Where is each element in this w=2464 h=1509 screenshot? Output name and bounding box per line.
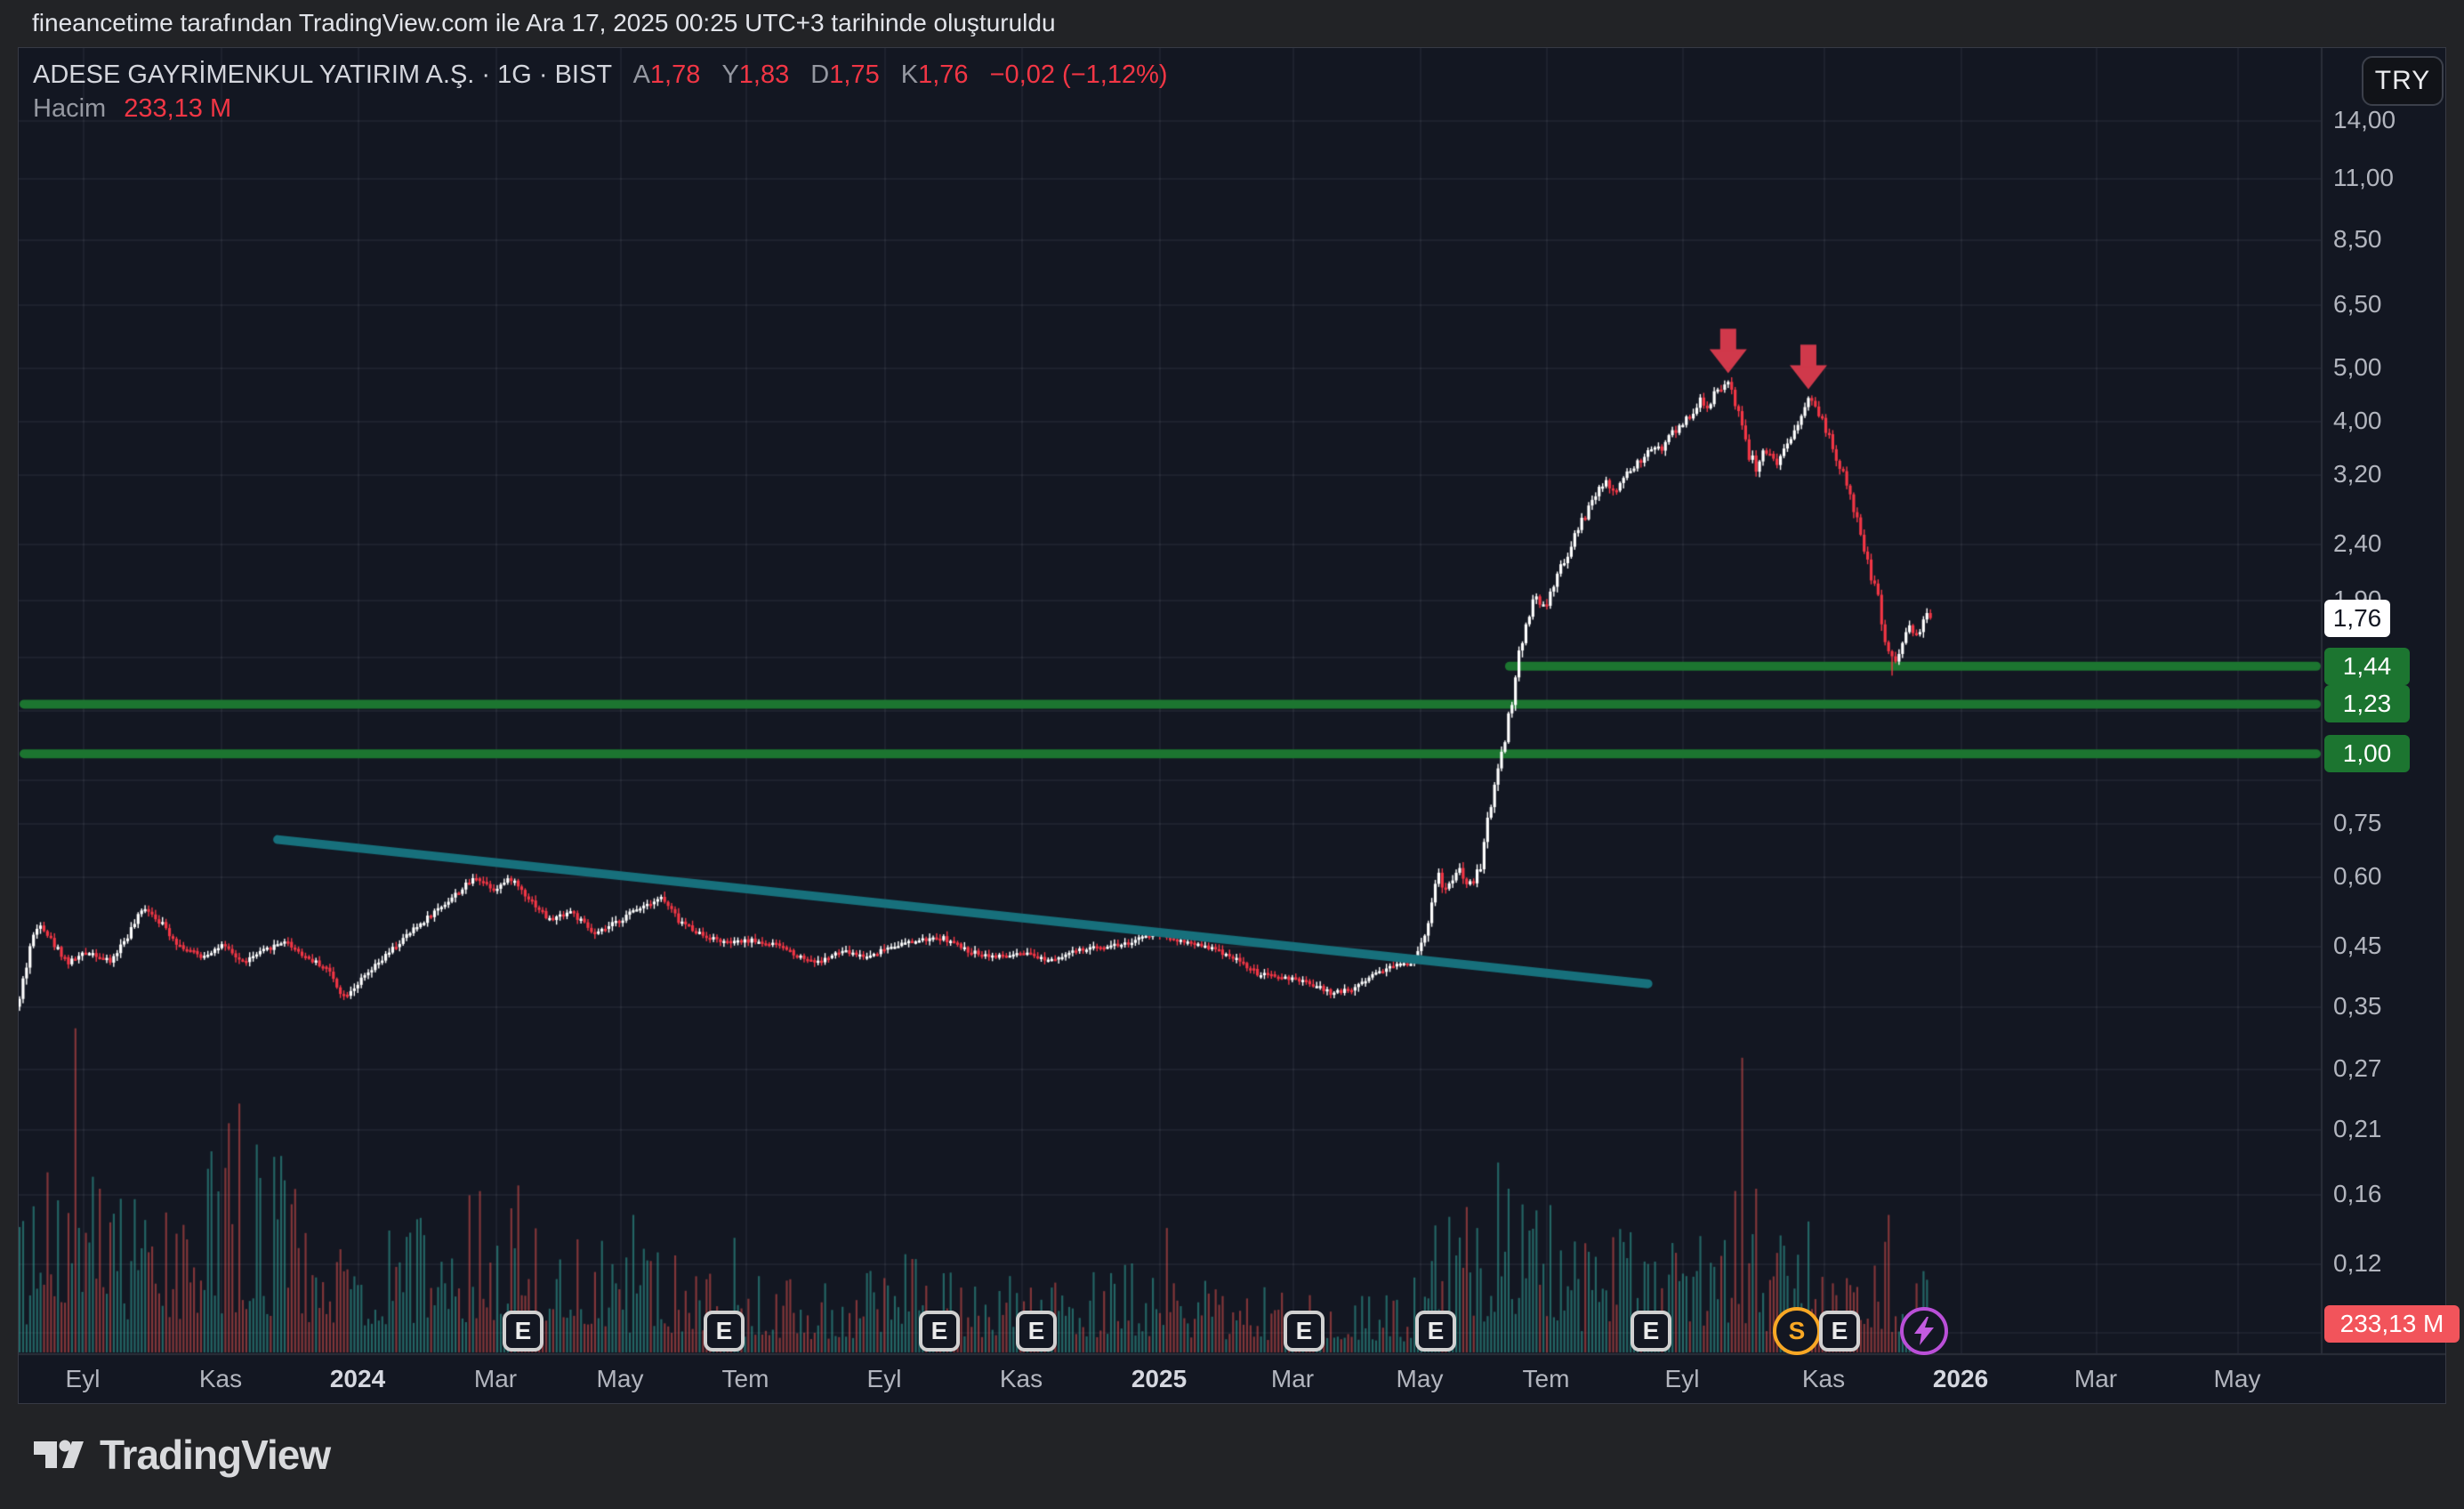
earnings-badge[interactable]: E bbox=[1631, 1311, 1671, 1352]
level-price-badge: 1,00 bbox=[2324, 735, 2410, 773]
volume-row: Hacim 233,13 M bbox=[33, 93, 231, 125]
level-price-badge: 1,23 bbox=[2324, 685, 2410, 723]
price-chart-canvas[interactable] bbox=[19, 48, 2445, 1403]
price-axis-label: 14,00 bbox=[2333, 105, 2396, 133]
tradingview-logo-icon bbox=[34, 1440, 84, 1468]
price-axis-label: 0,60 bbox=[2333, 862, 2382, 891]
chart-widget: ADESE GAYRİMENKUL YATIRIM A.Ş. · 1G · BI… bbox=[18, 47, 2460, 1404]
tradingview-logo-text: TradingView bbox=[100, 1432, 331, 1478]
attribution-text: fineancetime tarafından TradingView.com … bbox=[32, 9, 1056, 36]
time-axis-label: Mar bbox=[473, 1365, 518, 1392]
volume-value: 233,13 M bbox=[124, 94, 232, 123]
time-axis-label: 2024 bbox=[329, 1365, 386, 1392]
price-axis-label: 2,40 bbox=[2333, 529, 2382, 557]
earnings-badge[interactable]: E bbox=[1016, 1311, 1057, 1352]
last-price-badge: 1,76 bbox=[2324, 599, 2390, 637]
time-axis-label: 2026 bbox=[1932, 1365, 1989, 1392]
time-axis-label: Tem bbox=[721, 1365, 769, 1392]
open-label: A bbox=[632, 61, 650, 89]
volume-label: Hacim bbox=[33, 94, 107, 123]
high-label: Y bbox=[721, 61, 739, 89]
time-axis-label: Kas bbox=[999, 1365, 1043, 1392]
low-value: 1,75 bbox=[829, 61, 880, 89]
open-value: 1,78 bbox=[649, 61, 701, 89]
price-axis-label: 0,21 bbox=[2333, 1114, 2382, 1142]
time-axis-label: 2025 bbox=[1131, 1365, 1188, 1392]
time-axis-label: Eyl bbox=[866, 1365, 902, 1392]
low-label: D bbox=[810, 61, 830, 89]
price-axis-label: 3,20 bbox=[2333, 460, 2382, 488]
footer-bar: TradingView bbox=[0, 1404, 2464, 1509]
price-axis-label: 8,50 bbox=[2333, 225, 2382, 254]
change-value: −0,02 (−1,12%) bbox=[989, 61, 1168, 89]
price-axis-label: 5,00 bbox=[2333, 352, 2382, 381]
time-axis-label: Eyl bbox=[65, 1365, 101, 1392]
price-axis-label: 0,75 bbox=[2333, 808, 2382, 836]
earnings-badge[interactable]: E bbox=[919, 1311, 960, 1352]
price-axis-label: 0,12 bbox=[2333, 1248, 2382, 1277]
high-value: 1,83 bbox=[738, 61, 790, 89]
time-axis-label: May bbox=[1396, 1365, 1444, 1392]
price-axis-label: 11,00 bbox=[2333, 163, 2394, 191]
price-axis-label: 0,27 bbox=[2333, 1053, 2382, 1082]
price-axis-label: 4,00 bbox=[2333, 407, 2382, 434]
flash-badge[interactable] bbox=[1900, 1307, 1948, 1355]
earnings-badge[interactable]: E bbox=[704, 1311, 745, 1352]
time-axis-label: May bbox=[2213, 1365, 2261, 1392]
volume-value-badge: 233,13 M bbox=[2324, 1305, 2460, 1343]
close-value: 1,76 bbox=[918, 61, 969, 89]
price-axis-label: 6,50 bbox=[2333, 289, 2382, 318]
level-price-badge: 1,44 bbox=[2324, 647, 2410, 685]
split-badge[interactable]: S bbox=[1773, 1307, 1821, 1355]
symbol-title: ADESE GAYRİMENKUL YATIRIM A.Ş. · 1G · BI… bbox=[33, 61, 612, 89]
price-axis-label: 0,35 bbox=[2333, 991, 2382, 1020]
time-axis-label: Tem bbox=[1522, 1365, 1570, 1392]
time-axis-label: Kas bbox=[198, 1365, 243, 1392]
tradingview-logo[interactable]: TradingView bbox=[32, 1429, 331, 1481]
time-axis-label: Mar bbox=[2073, 1365, 2118, 1392]
earnings-badge[interactable]: E bbox=[1284, 1311, 1325, 1352]
price-axis-label: 0,16 bbox=[2333, 1180, 2382, 1208]
symbol-header: ADESE GAYRİMENKUL YATIRIM A.Ş. · 1G · BI… bbox=[33, 59, 1168, 91]
time-axis-label: May bbox=[596, 1365, 644, 1392]
time-axis-label: Kas bbox=[1801, 1365, 1846, 1392]
time-axis-label: Mar bbox=[1270, 1365, 1315, 1392]
currency-button[interactable]: TRY bbox=[2362, 56, 2444, 106]
close-label: K bbox=[900, 61, 919, 89]
earnings-badge[interactable]: E bbox=[503, 1311, 544, 1352]
time-axis-label: Eyl bbox=[1664, 1365, 1700, 1392]
price-axis-label: 0,45 bbox=[2333, 931, 2382, 959]
earnings-badge[interactable]: E bbox=[1819, 1311, 1860, 1352]
earnings-badge[interactable]: E bbox=[1415, 1311, 1456, 1352]
